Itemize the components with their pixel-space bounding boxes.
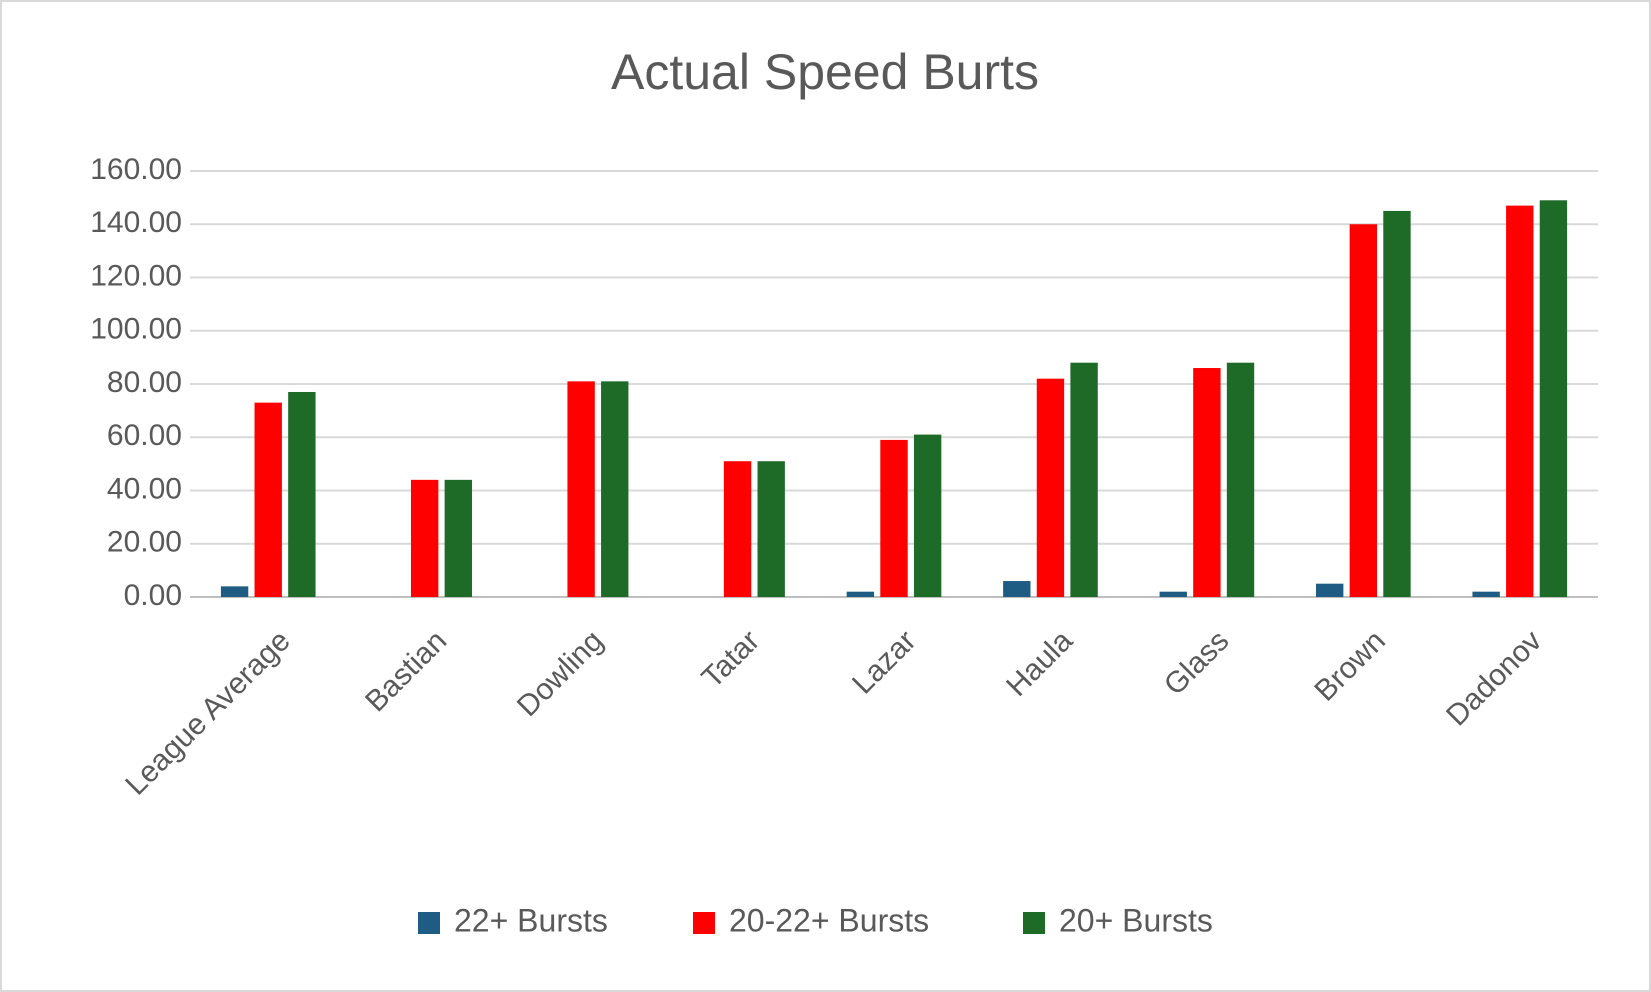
bar [1472,591,1500,597]
bar [254,402,282,597]
y-tick-label: 20.00 [107,526,182,559]
legend-label: 22+ Bursts [454,902,608,938]
legend-swatch [418,912,440,934]
chart-title: Actual Speed Burts [611,44,1039,100]
bar [1159,591,1187,597]
legend-label: 20+ Bursts [1059,902,1213,938]
legend-swatch [693,912,715,934]
bar [880,439,908,597]
bar [1193,368,1221,597]
y-tick-label: 100.00 [90,313,182,346]
bar [757,461,785,597]
y-tick-label: 120.00 [90,259,182,292]
legend-swatch [1023,912,1045,934]
y-tick-label: 60.00 [107,419,182,452]
y-tick-label: 80.00 [107,366,182,399]
bar [913,434,942,597]
bar [220,586,249,597]
bar [1539,200,1568,597]
bar [1383,210,1411,597]
bar [410,479,439,597]
y-tick-label: 160.00 [90,153,182,186]
bar [1506,205,1534,598]
bar [1003,581,1031,597]
bar [1349,224,1378,597]
bar [1226,362,1255,597]
bar [288,391,316,597]
bar [1070,362,1098,597]
bar [1316,583,1344,597]
bar [567,381,595,597]
bar [723,461,752,597]
bar [1036,378,1065,597]
y-tick-label: 40.00 [107,472,182,505]
bar [444,479,472,597]
y-tick-label: 0.00 [124,579,182,612]
bar [601,381,629,597]
y-tick-label: 140.00 [90,206,182,239]
bar [846,591,875,597]
legend-label: 20-22+ Bursts [729,902,929,938]
